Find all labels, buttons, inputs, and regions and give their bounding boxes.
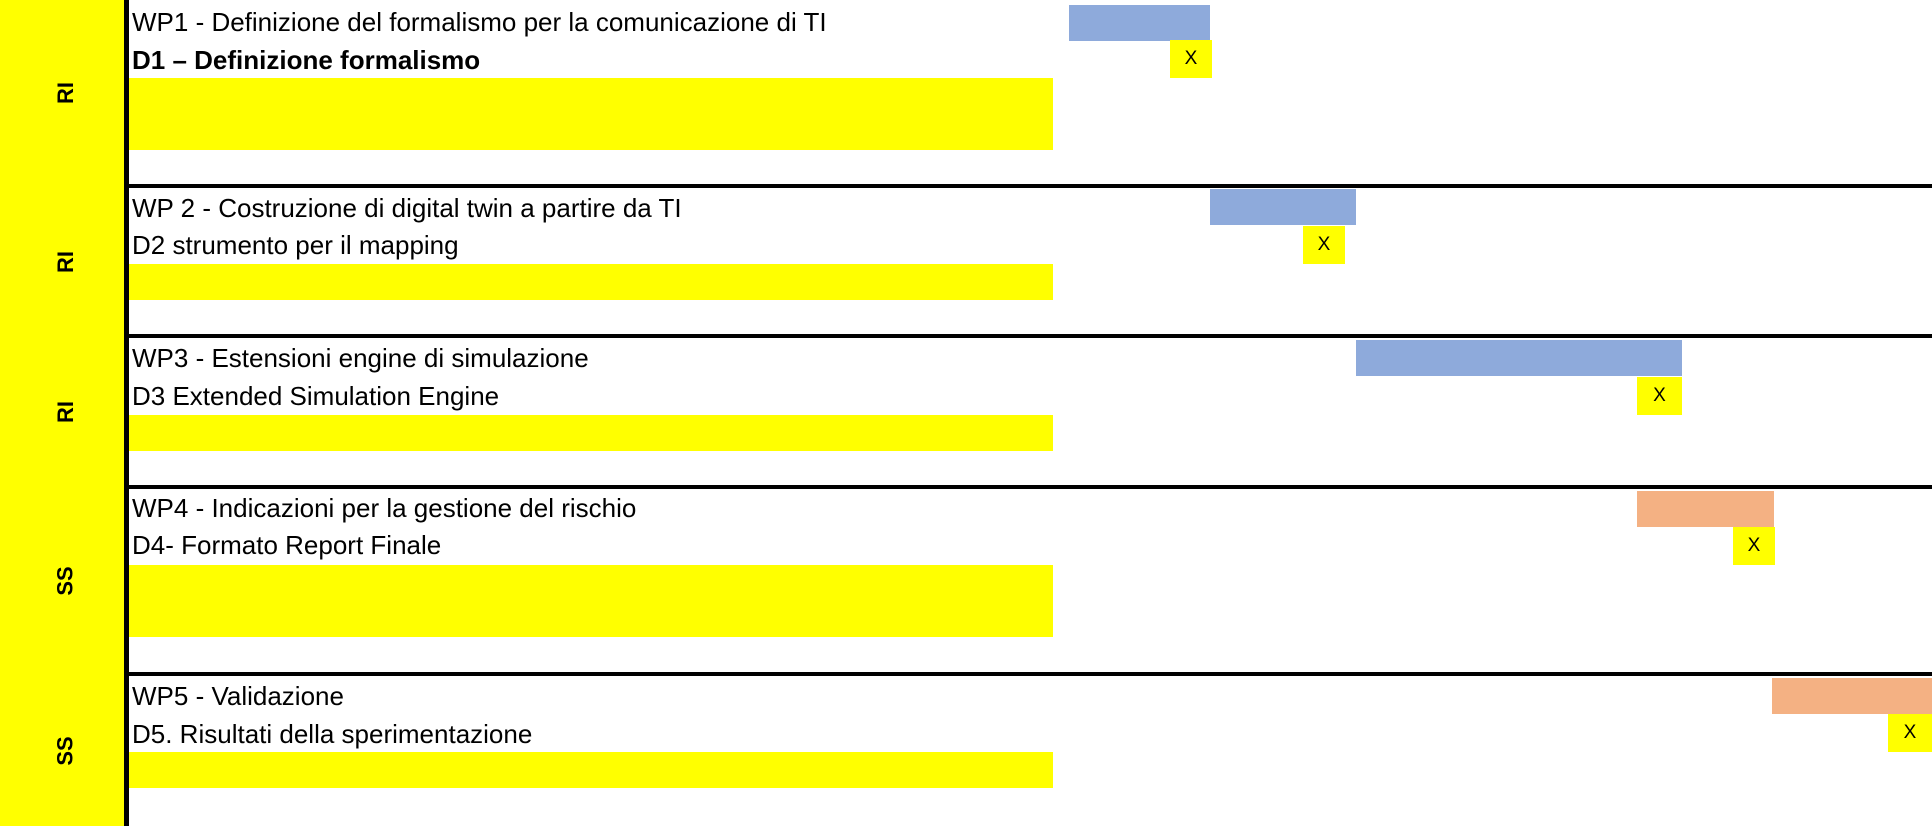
category-label: RI bbox=[53, 251, 78, 273]
category-column bbox=[0, 0, 124, 826]
category-divider bbox=[124, 0, 129, 826]
wp-title: WP3 - Estensioni engine di simulazione bbox=[132, 343, 589, 373]
wp-row-4: SS WP4 - Indicazioni per la gestione del… bbox=[0, 489, 1932, 673]
row-divider bbox=[124, 334, 1932, 338]
wp-title: WP4 - Indicazioni per la gestione del ri… bbox=[132, 493, 637, 523]
deliverable-marker: X bbox=[1888, 714, 1932, 752]
category-label: RI bbox=[53, 401, 78, 423]
row-divider bbox=[124, 184, 1932, 188]
category-cell: RI bbox=[53, 338, 78, 486]
deliverable-marker: X bbox=[1733, 527, 1775, 565]
wp-title: WP5 - Validazione bbox=[132, 681, 344, 711]
task-bar bbox=[1637, 491, 1774, 527]
category-cell: RI bbox=[53, 188, 78, 336]
task-bar bbox=[1210, 189, 1356, 225]
note-highlight bbox=[129, 752, 1053, 788]
note-highlight bbox=[129, 565, 1053, 637]
deliverable-marker: X bbox=[1637, 377, 1682, 415]
wp-row-1: RI WP1 - Definizione del formalismo per … bbox=[0, 0, 1932, 186]
deliverable-marker: X bbox=[1303, 226, 1345, 264]
deliverable-title: D1 – Definizione formalismo bbox=[132, 45, 481, 75]
task-bar bbox=[1356, 340, 1682, 376]
deliverable-title: D3 Extended Simulation Engine bbox=[132, 381, 500, 411]
row-divider bbox=[124, 485, 1932, 489]
wp-title: WP1 - Definizione del formalismo per la … bbox=[132, 7, 827, 37]
category-label: SS bbox=[53, 566, 79, 596]
task-bar bbox=[1772, 678, 1932, 714]
note-highlight bbox=[129, 415, 1053, 451]
deliverable-title: D2 strumento per il mapping bbox=[132, 230, 459, 260]
note-highlight bbox=[129, 264, 1053, 300]
wp-row-5: SS WP5 - Validazione D5. Risultati della… bbox=[0, 676, 1932, 826]
row-divider bbox=[124, 672, 1932, 676]
category-cell: RI bbox=[53, 0, 78, 186]
category-cell: SS bbox=[53, 676, 79, 826]
category-label: SS bbox=[53, 736, 79, 766]
note-highlight bbox=[129, 78, 1053, 150]
deliverable-title: D4- Formato Report Finale bbox=[132, 530, 442, 560]
wp-row-3: RI WP3 - Estensioni engine di simulazion… bbox=[0, 338, 1932, 486]
deliverable-marker: X bbox=[1170, 40, 1212, 78]
category-label: RI bbox=[53, 82, 78, 104]
deliverable-title: D5. Risultati della sperimentazione bbox=[132, 719, 533, 749]
wp-title: WP 2 - Costruzione di digital twin a par… bbox=[132, 193, 682, 223]
wp-row-2: RI WP 2 - Costruzione di digital twin a … bbox=[0, 188, 1932, 336]
task-bar bbox=[1069, 5, 1210, 41]
category-cell: SS bbox=[53, 489, 79, 673]
